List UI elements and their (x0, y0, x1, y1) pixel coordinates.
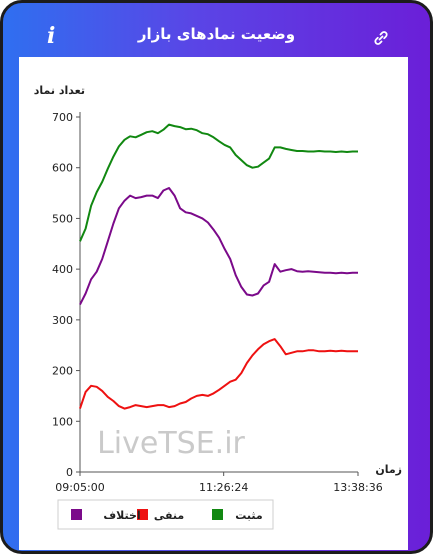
y-tick-label: 100 (52, 415, 73, 428)
legend-swatch (212, 509, 223, 520)
y-tick-label: 200 (52, 365, 73, 378)
legend-box (57, 499, 274, 530)
link-icon[interactable] (373, 30, 389, 46)
legend: مثبت منفی اختلاف (57, 499, 274, 530)
series-line-1 (79, 338, 358, 410)
legend-label[interactable]: مثبت (235, 509, 262, 522)
legend-swatch (71, 509, 82, 520)
header: i وضعیت نمادهای بازار (3, 3, 430, 57)
x-tick-label: 13:38:36 (333, 481, 382, 494)
y-tick-label: 400 (52, 263, 73, 276)
y-tick-label: 0 (66, 466, 73, 479)
y-tick-label: 300 (52, 314, 73, 327)
legend-label[interactable]: اختلاف (103, 509, 140, 522)
y-tick-label: 600 (52, 162, 73, 175)
series-line-0 (79, 123, 358, 242)
x-tick-label: 11:26:24 (199, 481, 248, 494)
legend-label[interactable]: منفی (154, 509, 184, 522)
y-tick-label: 700 (52, 111, 73, 124)
y-axis-label: تعداد نماد (34, 84, 85, 97)
series-line-2 (79, 187, 358, 306)
legend-swatch (137, 509, 148, 520)
market-status-chart: تعداد نماد زمان LiveTSE.ir 0 100 200 300 400… (34, 84, 402, 530)
watermark: LiveTSE.ir (97, 426, 245, 461)
page-title: وضعیت نمادهای بازار (137, 25, 296, 43)
x-axis-label: زمان (375, 463, 402, 476)
chart-panel: تعداد نماد زمان LiveTSE.ir 0 100 200 300 400… (19, 57, 408, 550)
y-tick-label: 500 (52, 212, 73, 225)
x-tick-label: 09:05:00 (55, 481, 104, 494)
info-icon[interactable]: i (47, 23, 56, 49)
